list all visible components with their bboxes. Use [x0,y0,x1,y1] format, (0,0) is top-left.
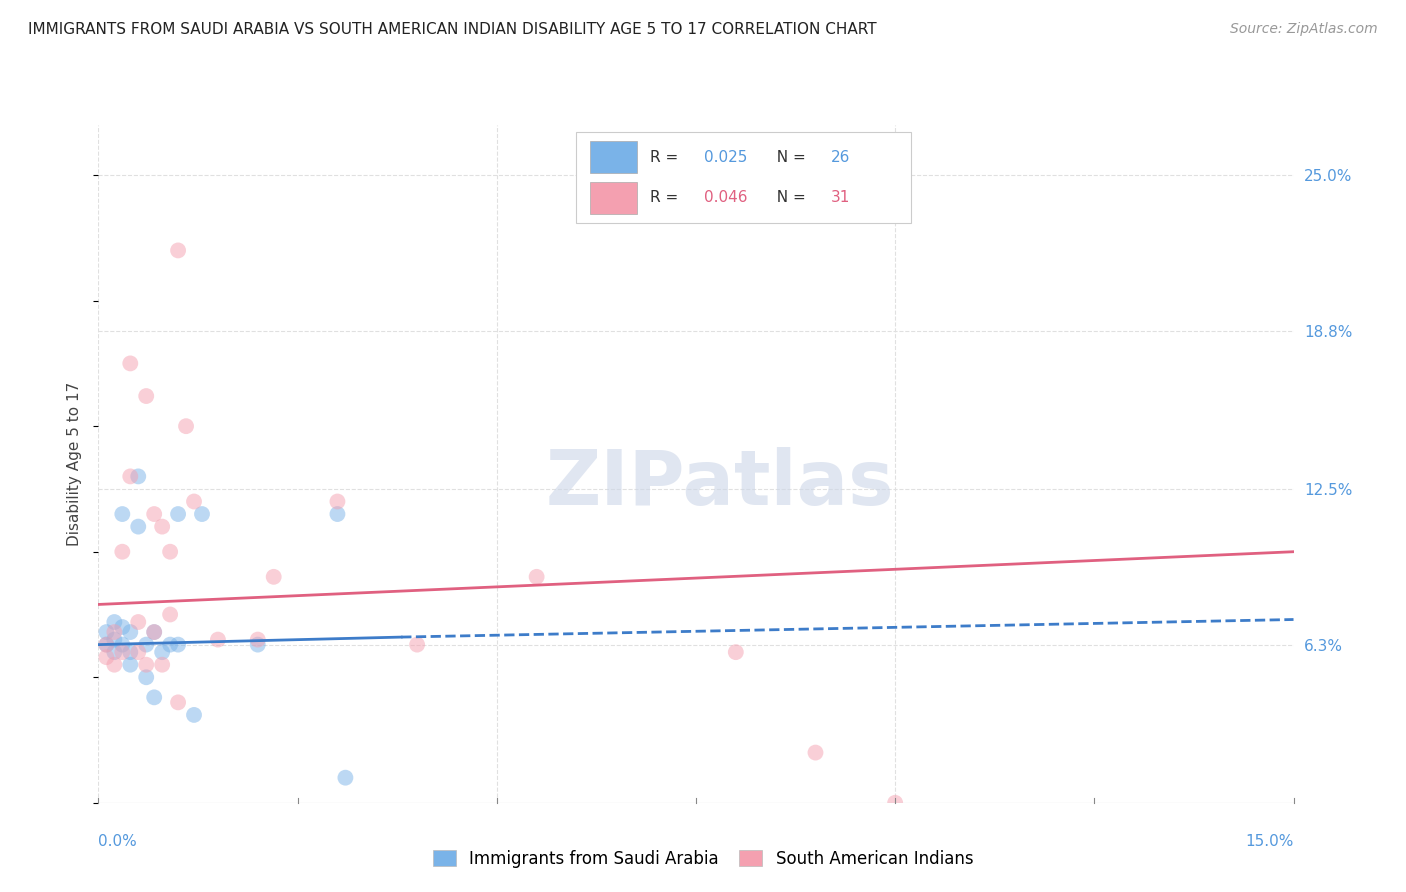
Point [263,570,285,584]
Point [207,632,229,647]
Point [167,507,190,521]
Point [111,545,134,559]
Point [96,650,118,665]
Point [103,632,125,647]
Point [143,690,166,705]
Point [326,494,349,508]
Point [96,638,118,652]
Point [135,638,157,652]
Text: 0.0%: 0.0% [98,834,138,849]
Point [159,638,181,652]
Point [111,638,134,652]
Point [150,645,173,659]
Point [103,657,125,672]
Point [159,545,181,559]
Point [120,625,142,640]
Y-axis label: Disability Age 5 to 17: Disability Age 5 to 17 [67,382,83,546]
Point [111,645,134,659]
Point [127,469,149,483]
Point [120,645,142,659]
Point [135,389,157,403]
Point [120,657,142,672]
Point [526,570,548,584]
Point [135,657,157,672]
Point [246,632,269,647]
Point [127,645,149,659]
Point [111,620,134,634]
Point [804,746,827,760]
Point [120,356,142,370]
Text: ZIPatlas: ZIPatlas [546,447,894,521]
Point [159,607,181,622]
Point [326,507,349,521]
Point [724,645,747,659]
Point [174,419,197,434]
Point [127,615,149,629]
Point [103,645,125,659]
Point [335,771,357,785]
Point [167,695,190,709]
Point [884,796,907,810]
Point [103,625,125,640]
Point [143,507,166,521]
Point [111,507,134,521]
Point [135,670,157,684]
Legend: Immigrants from Saudi Arabia, South American Indians: Immigrants from Saudi Arabia, South Amer… [426,844,980,875]
Point [246,638,269,652]
Point [406,638,429,652]
Point [183,707,205,722]
Text: Source: ZipAtlas.com: Source: ZipAtlas.com [1230,22,1378,37]
Text: IMMIGRANTS FROM SAUDI ARABIA VS SOUTH AMERICAN INDIAN DISABILITY AGE 5 TO 17 COR: IMMIGRANTS FROM SAUDI ARABIA VS SOUTH AM… [28,22,877,37]
Point [191,507,214,521]
Point [143,625,166,640]
Point [150,519,173,533]
Point [183,494,205,508]
Point [143,625,166,640]
Text: 15.0%: 15.0% [1246,834,1294,849]
Point [167,244,190,258]
Point [96,625,118,640]
Point [120,469,142,483]
Point [96,638,118,652]
Point [150,657,173,672]
Point [167,638,190,652]
Point [127,519,149,533]
Point [103,615,125,629]
